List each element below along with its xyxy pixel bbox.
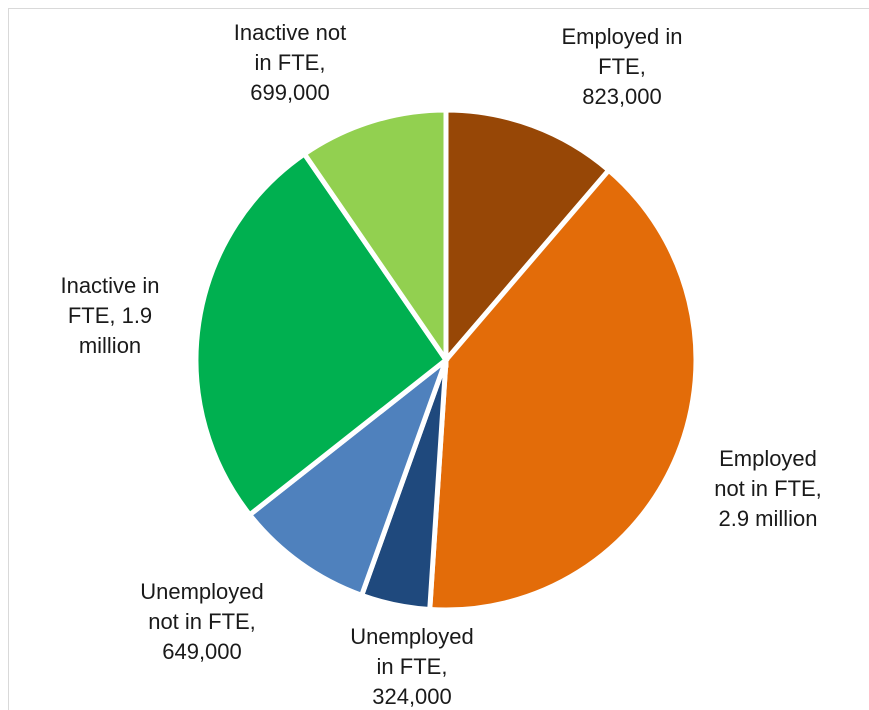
pie-label-unemployed-in-fte: Unemployed in FTE, 324,000 (350, 624, 474, 709)
pie-label-line: Inactive in (60, 273, 159, 298)
pie-label-line: in FTE, (377, 654, 448, 679)
pie-slice-employed-not-in-fte (427, 166, 699, 613)
pie-label-inactive-in-fte: Inactive in FTE, 1.9 million (60, 273, 159, 358)
pie-label-line: FTE, 1.9 (68, 303, 152, 328)
pie-slices (193, 107, 699, 613)
pie-label-employed-not-in-fte: Employed not in FTE, 2.9 million (714, 446, 822, 531)
pie-label-line: million (79, 333, 141, 358)
pie-label-line: 823,000 (582, 84, 662, 109)
pie-label-line: Employed (719, 446, 817, 471)
pie-labels: Employed in FTE, 823,000 Employed not in FTE… (60, 20, 821, 709)
pie-label-line: 324,000 (372, 684, 452, 709)
pie-label-unemployed-not-in-fte: Unemployed not in FTE, 649,000 (140, 579, 264, 664)
pie-label-inactive-not-in-fte: Inactive not in FTE, 699,000 (234, 20, 347, 105)
pie-slice-unemployed-not-in-fte (246, 352, 452, 599)
pie-label-line: Employed in (561, 24, 682, 49)
pie-label-line: FTE, (598, 54, 646, 79)
pie-label-employed-in-fte: Employed in FTE, 823,000 (561, 24, 682, 109)
pie-label-line: Unemployed (140, 579, 264, 604)
pie-label-line: 649,000 (162, 639, 242, 664)
pie-label-line: not in FTE, (148, 609, 256, 634)
pie-label-line: 2.9 million (718, 506, 817, 531)
pie-label-line: in FTE, (255, 50, 326, 75)
pie-slice-inactive-in-fte (193, 150, 450, 519)
pie-label-line: Inactive not (234, 20, 347, 45)
pie-label-line: Unemployed (350, 624, 474, 649)
chart-frame (8, 8, 869, 710)
pie-slice-employed-in-fte (443, 107, 613, 367)
pie-label-line: not in FTE, (714, 476, 822, 501)
pie-label-line: 699,000 (250, 80, 330, 105)
pie-slice-inactive-not-in-fte (300, 107, 449, 369)
